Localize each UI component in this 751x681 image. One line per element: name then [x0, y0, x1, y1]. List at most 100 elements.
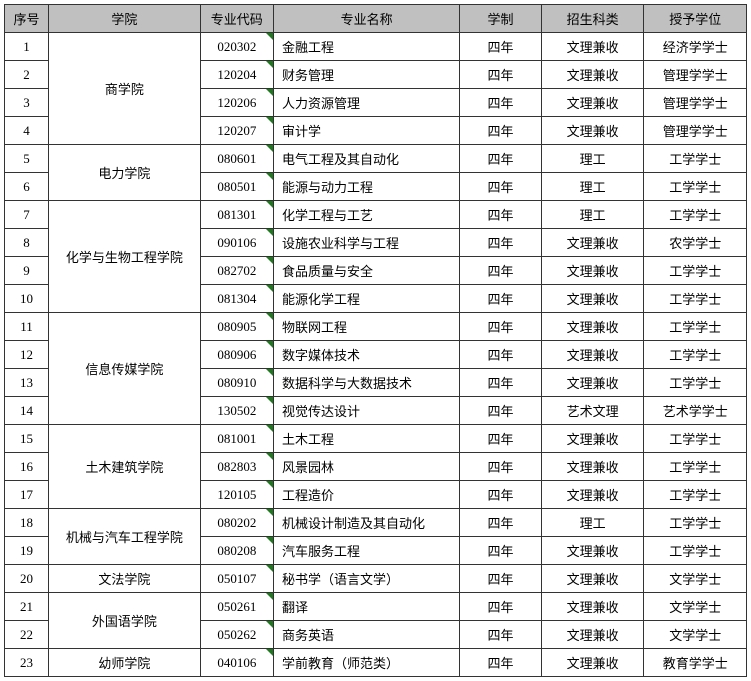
cell-duration: 四年	[460, 369, 542, 397]
cell-duration: 四年	[460, 621, 542, 649]
col-header-seq: 序号	[5, 5, 49, 33]
cell-duration: 四年	[460, 173, 542, 201]
cell-duration: 四年	[460, 33, 542, 61]
cell-college: 商学院	[48, 33, 200, 145]
cell-seq: 10	[5, 285, 49, 313]
cell-major: 土木工程	[273, 425, 459, 453]
cell-seq: 22	[5, 621, 49, 649]
cell-major: 商务英语	[273, 621, 459, 649]
cell-degree: 管理学学士	[644, 89, 747, 117]
cell-category: 文理兼收	[541, 537, 644, 565]
cell-seq: 5	[5, 145, 49, 173]
cell-degree: 文学学士	[644, 621, 747, 649]
majors-table: 序号 学院 专业代码 专业名称 学制 招生科类 授予学位 1商学院020302金…	[4, 4, 747, 677]
cell-major: 视觉传达设计	[273, 397, 459, 425]
cell-category: 理工	[541, 145, 644, 173]
cell-code: 040106	[200, 649, 273, 677]
cell-major: 翻译	[273, 593, 459, 621]
cell-degree: 管理学学士	[644, 61, 747, 89]
cell-code: 120204	[200, 61, 273, 89]
cell-code: 130502	[200, 397, 273, 425]
cell-code: 080910	[200, 369, 273, 397]
cell-degree: 文学学士	[644, 565, 747, 593]
cell-category: 文理兼收	[541, 593, 644, 621]
cell-seq: 17	[5, 481, 49, 509]
table-row: 7化学与生物工程学院081301化学工程与工艺四年理工工学学士	[5, 201, 747, 229]
cell-degree: 工学学士	[644, 313, 747, 341]
cell-duration: 四年	[460, 145, 542, 173]
table-row: 15土木建筑学院081001土木工程四年文理兼收工学学士	[5, 425, 747, 453]
cell-college: 信息传媒学院	[48, 313, 200, 425]
cell-code: 080208	[200, 537, 273, 565]
cell-category: 文理兼收	[541, 341, 644, 369]
cell-category: 文理兼收	[541, 285, 644, 313]
cell-category: 文理兼收	[541, 453, 644, 481]
cell-seq: 4	[5, 117, 49, 145]
col-header-duration: 学制	[460, 5, 542, 33]
cell-degree: 文学学士	[644, 593, 747, 621]
col-header-code: 专业代码	[200, 5, 273, 33]
cell-major: 电气工程及其自动化	[273, 145, 459, 173]
table-row: 11信息传媒学院080905物联网工程四年文理兼收工学学士	[5, 313, 747, 341]
cell-code: 081304	[200, 285, 273, 313]
cell-major: 化学工程与工艺	[273, 201, 459, 229]
cell-category: 文理兼收	[541, 649, 644, 677]
cell-seq: 9	[5, 257, 49, 285]
cell-duration: 四年	[460, 565, 542, 593]
cell-duration: 四年	[460, 313, 542, 341]
table-row: 21外国语学院050261翻译四年文理兼收文学学士	[5, 593, 747, 621]
cell-degree: 工学学士	[644, 509, 747, 537]
cell-duration: 四年	[460, 89, 542, 117]
cell-code: 050261	[200, 593, 273, 621]
cell-degree: 工学学士	[644, 537, 747, 565]
cell-duration: 四年	[460, 481, 542, 509]
cell-seq: 1	[5, 33, 49, 61]
cell-duration: 四年	[460, 201, 542, 229]
cell-duration: 四年	[460, 649, 542, 677]
cell-major: 学前教育（师范类）	[273, 649, 459, 677]
cell-duration: 四年	[460, 537, 542, 565]
cell-code: 080202	[200, 509, 273, 537]
table-body: 1商学院020302金融工程四年文理兼收经济学学士2120204财务管理四年文理…	[5, 33, 747, 677]
cell-code: 120207	[200, 117, 273, 145]
cell-seq: 19	[5, 537, 49, 565]
cell-major: 工程造价	[273, 481, 459, 509]
cell-duration: 四年	[460, 425, 542, 453]
cell-degree: 工学学士	[644, 369, 747, 397]
cell-seq: 8	[5, 229, 49, 257]
cell-degree: 工学学士	[644, 453, 747, 481]
cell-major: 风景园林	[273, 453, 459, 481]
cell-category: 文理兼收	[541, 621, 644, 649]
cell-category: 文理兼收	[541, 229, 644, 257]
cell-major: 数据科学与大数据技术	[273, 369, 459, 397]
cell-category: 文理兼收	[541, 61, 644, 89]
cell-seq: 21	[5, 593, 49, 621]
cell-college: 土木建筑学院	[48, 425, 200, 509]
cell-category: 文理兼收	[541, 117, 644, 145]
col-header-major: 专业名称	[273, 5, 459, 33]
cell-degree: 艺术学学士	[644, 397, 747, 425]
table-row: 5电力学院080601电气工程及其自动化四年理工工学学士	[5, 145, 747, 173]
cell-major: 物联网工程	[273, 313, 459, 341]
cell-duration: 四年	[460, 117, 542, 145]
cell-category: 文理兼收	[541, 33, 644, 61]
cell-category: 文理兼收	[541, 481, 644, 509]
cell-category: 文理兼收	[541, 89, 644, 117]
cell-duration: 四年	[460, 257, 542, 285]
cell-degree: 农学学士	[644, 229, 747, 257]
cell-code: 082702	[200, 257, 273, 285]
cell-major: 设施农业科学与工程	[273, 229, 459, 257]
cell-seq: 23	[5, 649, 49, 677]
cell-seq: 13	[5, 369, 49, 397]
cell-major: 机械设计制造及其自动化	[273, 509, 459, 537]
cell-degree: 教育学学士	[644, 649, 747, 677]
cell-major: 审计学	[273, 117, 459, 145]
col-header-college: 学院	[48, 5, 200, 33]
cell-college: 外国语学院	[48, 593, 200, 649]
cell-degree: 工学学士	[644, 257, 747, 285]
cell-code: 081001	[200, 425, 273, 453]
cell-category: 文理兼收	[541, 425, 644, 453]
table-row: 20文法学院050107秘书学（语言文学）四年文理兼收文学学士	[5, 565, 747, 593]
col-header-category: 招生科类	[541, 5, 644, 33]
cell-category: 文理兼收	[541, 565, 644, 593]
